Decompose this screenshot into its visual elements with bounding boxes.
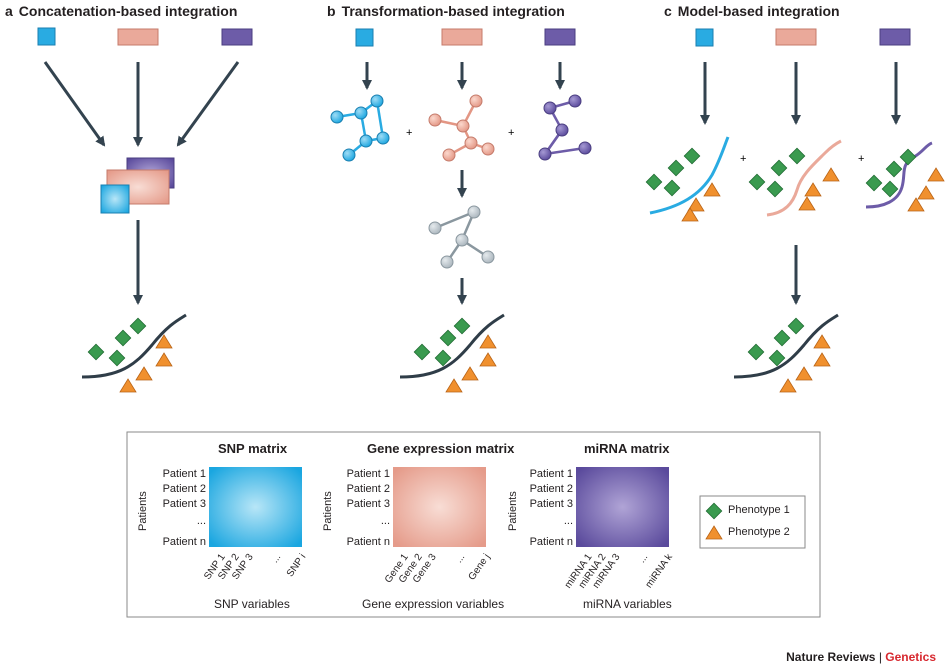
row-label: Patient n <box>529 536 573 548</box>
panel-a <box>37 27 253 393</box>
row-label: Patient 1 <box>162 468 206 480</box>
classifier-result <box>81 313 187 393</box>
gene-rect <box>775 28 817 46</box>
plus-sign: + <box>740 153 746 165</box>
row-label: Patient 1 <box>529 468 573 480</box>
network-mirna <box>538 94 592 161</box>
network-snp <box>330 94 390 162</box>
snp-matrix-xlabel: SNP variables <box>214 597 290 611</box>
arrow <box>176 61 240 147</box>
snp-matrix <box>209 467 302 547</box>
network-merged <box>428 205 495 269</box>
gene-rect <box>117 28 159 46</box>
row-label: Patient 2 <box>162 483 206 495</box>
network-gene <box>428 94 495 162</box>
classifier-result <box>733 313 839 393</box>
gene-rect <box>441 28 483 46</box>
row-label: Patient 1 <box>346 468 390 480</box>
matrix-legend-box <box>126 431 821 618</box>
mirna-matrix <box>576 467 669 547</box>
row-label: Patient 2 <box>529 483 573 495</box>
model-gene <box>748 139 842 217</box>
journal-separator: | <box>878 650 882 664</box>
mirna-matrix-title: miRNA matrix <box>584 441 670 456</box>
panel-c: + + <box>645 28 945 393</box>
legend-diamond-icon <box>705 502 723 520</box>
arrow <box>43 61 106 147</box>
panel-c-title: c Model-based integration <box>664 3 840 19</box>
legend-phenotype-2: Phenotype 2 <box>728 526 790 538</box>
snp-square <box>355 28 374 47</box>
panel-title-text: Model-based integration <box>677 3 840 19</box>
classifier-result <box>399 313 505 393</box>
panel-letter: b <box>327 3 336 19</box>
row-label: Patient 3 <box>162 498 206 510</box>
panel-b-title: b Transformation-based integration <box>327 3 565 19</box>
gene-matrix-title: Gene expression matrix <box>367 441 515 456</box>
panel-b: + + <box>330 28 592 393</box>
row-label: Patient n <box>346 536 390 548</box>
panel-a-title: a Concatenation-based integration <box>5 3 237 19</box>
row-label: Patient n <box>162 536 206 548</box>
mirna-matrix-xlabel: miRNA variables <box>583 597 672 611</box>
row-label: Patient 3 <box>529 498 573 510</box>
row-label: ... <box>196 515 206 527</box>
snp-matrix-title: SNP matrix <box>218 441 288 456</box>
mirna-rect <box>221 28 253 46</box>
row-label: Patient 2 <box>346 483 390 495</box>
gene-matrix <box>393 467 486 547</box>
legend-triangle-icon <box>705 525 723 540</box>
legend-phenotype-1: Phenotype 1 <box>728 504 790 516</box>
plus-sign: + <box>858 153 864 165</box>
snp-matrix-ylabel: Patients <box>137 491 149 531</box>
stacked-matrices <box>100 157 175 214</box>
legend-box <box>699 495 806 549</box>
model-snp <box>645 136 730 222</box>
plus-sign: + <box>508 127 514 139</box>
plus-sign: + <box>406 127 412 139</box>
journal-credit: Nature Reviews | Genetics <box>786 650 936 664</box>
row-label: ... <box>380 515 390 527</box>
gene-matrix-xlabel: Gene expression variables <box>362 597 505 611</box>
row-label: ... <box>563 515 573 527</box>
panel-letter: c <box>664 3 672 19</box>
mirna-matrix-ylabel: Patients <box>507 491 519 531</box>
row-label: Patient 3 <box>346 498 390 510</box>
model-mirna <box>865 141 945 212</box>
snp-square <box>695 28 714 47</box>
panel-title-text: Transformation-based integration <box>341 3 565 19</box>
snp-square <box>37 27 56 46</box>
journal-name: Nature Reviews <box>786 650 876 664</box>
mirna-rect <box>879 28 911 46</box>
journal-section: Genetics <box>885 650 936 664</box>
mirna-rect <box>544 28 576 46</box>
panel-title-text: Concatenation-based integration <box>18 3 238 19</box>
panel-letter: a <box>5 3 13 19</box>
gene-matrix-ylabel: Patients <box>322 491 334 531</box>
